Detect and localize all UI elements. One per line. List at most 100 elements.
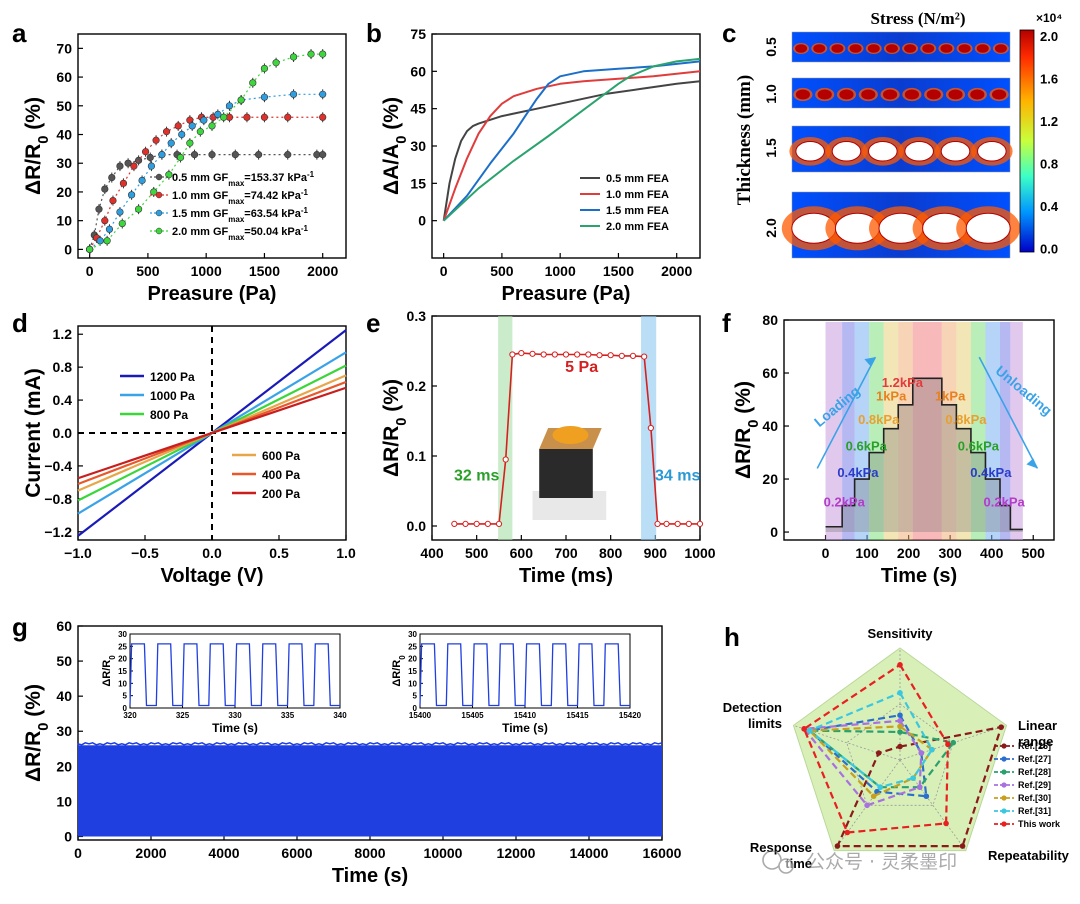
- loading-arrowhead: [864, 357, 876, 367]
- radar-axis-label: range: [1018, 734, 1053, 749]
- legend-label: 1000 Pa: [150, 389, 195, 403]
- panel-c: Stress (N/m²) Thickness (mm) 0.5 1.0 1.5…: [734, 9, 1062, 259]
- y-tick-label: 0: [64, 828, 72, 844]
- inset-x-tick-label: 335: [281, 711, 295, 720]
- y-tick-label: 0.8: [53, 359, 73, 375]
- c-pore: [795, 141, 825, 162]
- data-point: [249, 79, 257, 87]
- y-tick-label: 80: [762, 312, 778, 328]
- c-pore: [795, 89, 811, 100]
- c-colorbar-tick: 1.6: [1040, 72, 1058, 87]
- series-line: [442, 70, 701, 222]
- data-point: [654, 520, 661, 528]
- unloading-arrowhead: [1026, 458, 1038, 469]
- data-point: [260, 64, 269, 73]
- inset-x-tick-label: 15415: [566, 711, 589, 720]
- legend-label: Ref.[31]: [1018, 806, 1051, 816]
- x-axis-title: Time (s): [332, 865, 408, 887]
- x-tick-label: 400: [420, 545, 444, 561]
- y-axis-title: ΔA/A0 (%): [380, 97, 410, 195]
- step-band: [869, 322, 884, 540]
- step-band: [898, 322, 913, 540]
- c-pore: [922, 44, 935, 53]
- data-point: [128, 191, 136, 199]
- c-colorbar-tick: 2.0: [1040, 29, 1058, 44]
- unloading-arrow: [978, 356, 1039, 469]
- data-point: [146, 153, 154, 162]
- c-pore: [817, 89, 832, 100]
- legend-marker: [1001, 795, 1007, 801]
- data-point: [319, 50, 327, 58]
- c-sim-row: [791, 77, 1011, 109]
- radar-point: [864, 802, 870, 809]
- data-point: [540, 351, 547, 358]
- y-tick-label: 60: [56, 618, 72, 634]
- loading-arrow: [816, 356, 877, 469]
- x-tick-label: 14000: [570, 845, 609, 861]
- data-point: [167, 139, 175, 147]
- c-row-label: 1.5: [763, 138, 779, 158]
- y-tick-label: 0.2: [407, 378, 427, 394]
- x-tick-label: 1000: [191, 263, 222, 279]
- y-tick-label: 0.1: [407, 448, 427, 464]
- data-point: [158, 151, 166, 159]
- data-point: [551, 351, 558, 358]
- data-point: [152, 136, 160, 144]
- inset-y-tick-label: 10: [408, 679, 417, 688]
- c-sim-row: [789, 125, 1013, 173]
- c-pore: [992, 89, 1007, 100]
- x-tick-label: −1.0: [64, 545, 92, 561]
- y-tick-label: 15: [410, 175, 426, 191]
- x-tick-label: 1.0: [336, 545, 356, 561]
- data-point: [188, 122, 196, 130]
- x-axis-title: Time (ms): [519, 565, 613, 587]
- y-axis-title: ΔR/R0 (%): [22, 97, 52, 195]
- x-tick-label: 8000: [354, 845, 385, 861]
- data-point: [96, 237, 104, 245]
- data-point: [101, 185, 109, 193]
- cycling-band: [78, 745, 662, 837]
- panel-f: 0 100 200 300 400 500 0 20 40 60 80 Time (s) ΔR/R0 (…: [732, 312, 1055, 587]
- x-tick-label: 0: [440, 263, 448, 279]
- panel-label-d: d: [12, 308, 28, 338]
- c-colorbar-tick: 0.0: [1040, 242, 1058, 257]
- c-colorbar-unit: ×10⁴: [1036, 11, 1062, 25]
- radar-point: [834, 843, 841, 849]
- unload-step-label: 0.2kPa: [984, 494, 1026, 509]
- y-tick-label: 20: [762, 471, 778, 487]
- x-tick-label: 600: [510, 545, 534, 561]
- fall-label: 34 ms: [655, 468, 700, 485]
- data-point: [150, 188, 158, 196]
- y-tick-label: 30: [56, 155, 72, 171]
- y-tick-label: 10: [56, 793, 72, 809]
- inset-x-tick-label: 340: [333, 711, 347, 720]
- c-colorbar-tick: 0.8: [1040, 157, 1058, 172]
- data-point: [174, 122, 182, 130]
- radar-point: [897, 718, 903, 724]
- data-point: [607, 352, 614, 359]
- c-pore: [813, 44, 826, 53]
- radar-point: [875, 750, 882, 756]
- inset-y-tick-label: 25: [408, 642, 417, 651]
- c-pore: [839, 89, 854, 100]
- x-axis-title: Voltage (V): [161, 565, 264, 587]
- x-tick-label: 700: [554, 545, 578, 561]
- legend-marker: [1001, 769, 1007, 775]
- inset-x-tick-label: 15410: [514, 711, 537, 720]
- legend-label: 2.0 mm FEA: [606, 221, 669, 233]
- x-tick-label: 500: [465, 545, 489, 561]
- data-point: [105, 225, 114, 233]
- radar-point: [806, 727, 813, 734]
- x-tick-label: 1000: [545, 263, 576, 279]
- x-tick-label: 500: [490, 263, 514, 279]
- radar-point: [929, 746, 935, 753]
- data-point: [518, 350, 525, 357]
- radar-series: [802, 663, 950, 834]
- y-axis-title: ΔR/R0 (%): [732, 381, 762, 479]
- y-tick-label: 60: [56, 69, 72, 85]
- load-step-label: 0.2kPa: [824, 494, 866, 509]
- data-point: [116, 162, 124, 170]
- panel-label-f: f: [722, 308, 731, 338]
- data-point: [451, 520, 458, 528]
- radar-point: [943, 820, 949, 827]
